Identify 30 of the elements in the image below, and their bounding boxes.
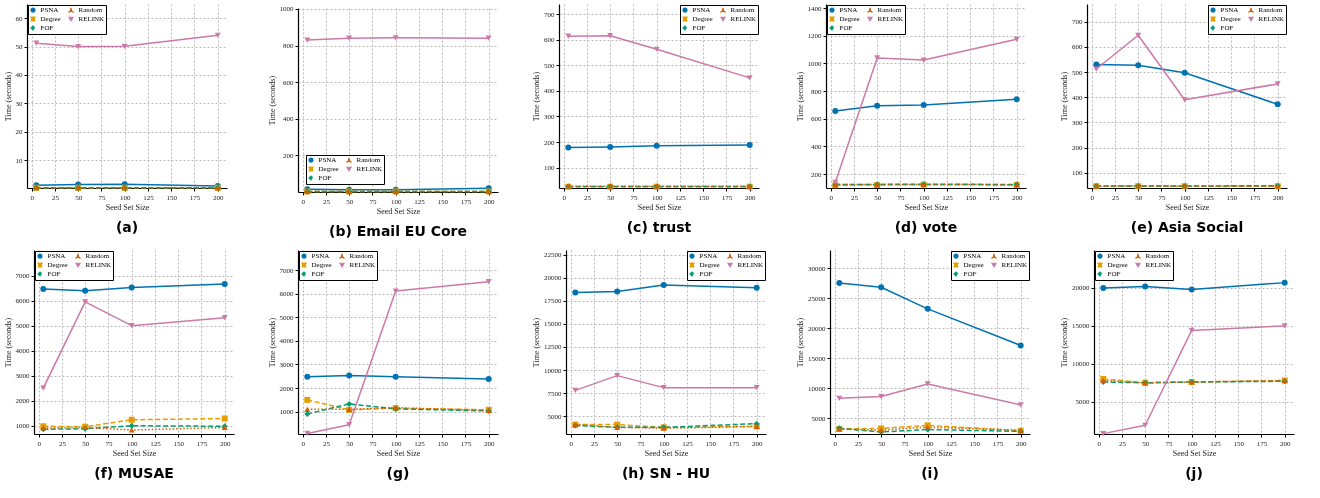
x-axis-title: Seed Set Size (1165, 202, 1210, 212)
x-axis-title: Seed Set Size (908, 448, 953, 458)
x-axis-title: Seed Set Size (376, 206, 421, 216)
text: (d) vote (894, 219, 958, 235)
x-axis-title: Seed Set Size (644, 448, 689, 458)
y-axis-title: Time (seconds) (267, 317, 277, 368)
text: (c) trust (626, 219, 692, 235)
y-axis-title: Time (seconds) (532, 71, 541, 122)
x-axis-title: Seed Set Size (637, 202, 682, 212)
y-axis-title: Time (seconds) (1060, 71, 1069, 122)
x-axis-title: Seed Set Size (904, 202, 949, 212)
x-axis-title: Seed Set Size (1172, 448, 1217, 458)
text: (b) Email EU Core (329, 223, 467, 239)
text: (h) SN - HU (621, 465, 711, 481)
y-axis-title: Time (seconds) (1060, 317, 1069, 368)
text: (g) (386, 465, 410, 481)
text: (j) (1185, 465, 1203, 481)
y-axis-title: Time (seconds) (3, 317, 13, 368)
y-axis-title: Time (seconds) (532, 317, 541, 368)
y-axis-title: Time (seconds) (3, 71, 13, 122)
x-axis-title: Seed Set Size (112, 448, 157, 458)
text: (f) MUSAE (94, 465, 174, 481)
x-axis-title: Seed Set Size (376, 448, 421, 458)
text: (i) (921, 465, 939, 481)
y-axis-title: Time (seconds) (267, 75, 277, 126)
text: (e) Asia Social (1130, 219, 1244, 235)
y-axis-title: Time (seconds) (795, 71, 805, 122)
y-axis-title: Time (seconds) (796, 317, 805, 368)
x-axis-title: Seed Set Size (105, 202, 150, 212)
text: (a) (115, 219, 139, 235)
